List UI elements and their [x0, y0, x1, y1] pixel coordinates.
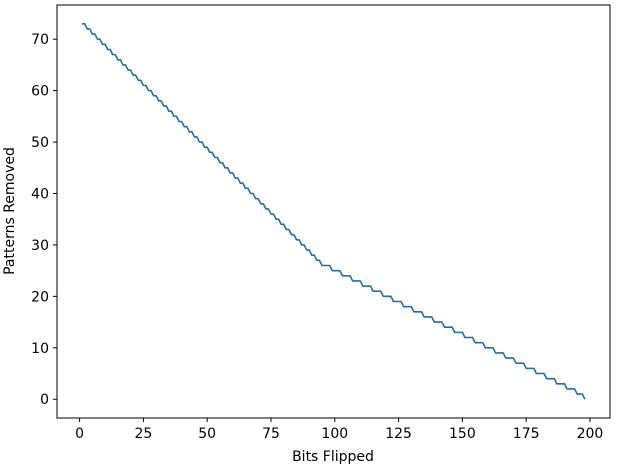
x-tick-label: 75 [262, 426, 280, 442]
x-tick-label: 50 [198, 426, 216, 442]
x-axis-label: Bits Flipped [292, 449, 374, 465]
x-tick-label: 0 [75, 426, 84, 442]
plot-frame [56, 4, 611, 419]
x-tick-label: 150 [449, 426, 476, 442]
x-tick-label: 175 [513, 426, 540, 442]
data-line [82, 22, 586, 400]
x-tick-label: 100 [321, 426, 348, 442]
y-axis-label: Patterns Removed [2, 147, 18, 275]
y-tick-label: 10 [31, 341, 49, 357]
x-tick-label: 25 [134, 426, 152, 442]
y-tick-label: 20 [31, 289, 49, 305]
y-tick-label: 0 [40, 392, 49, 408]
y-tick-label: 60 [31, 84, 49, 100]
x-tick-label: 125 [385, 426, 412, 442]
y-tick-label: 70 [31, 32, 49, 48]
x-tick-label: 200 [577, 426, 604, 442]
y-tick-label: 30 [31, 238, 49, 254]
y-tick-label: 40 [31, 186, 49, 202]
y-tick-label: 50 [31, 135, 49, 151]
